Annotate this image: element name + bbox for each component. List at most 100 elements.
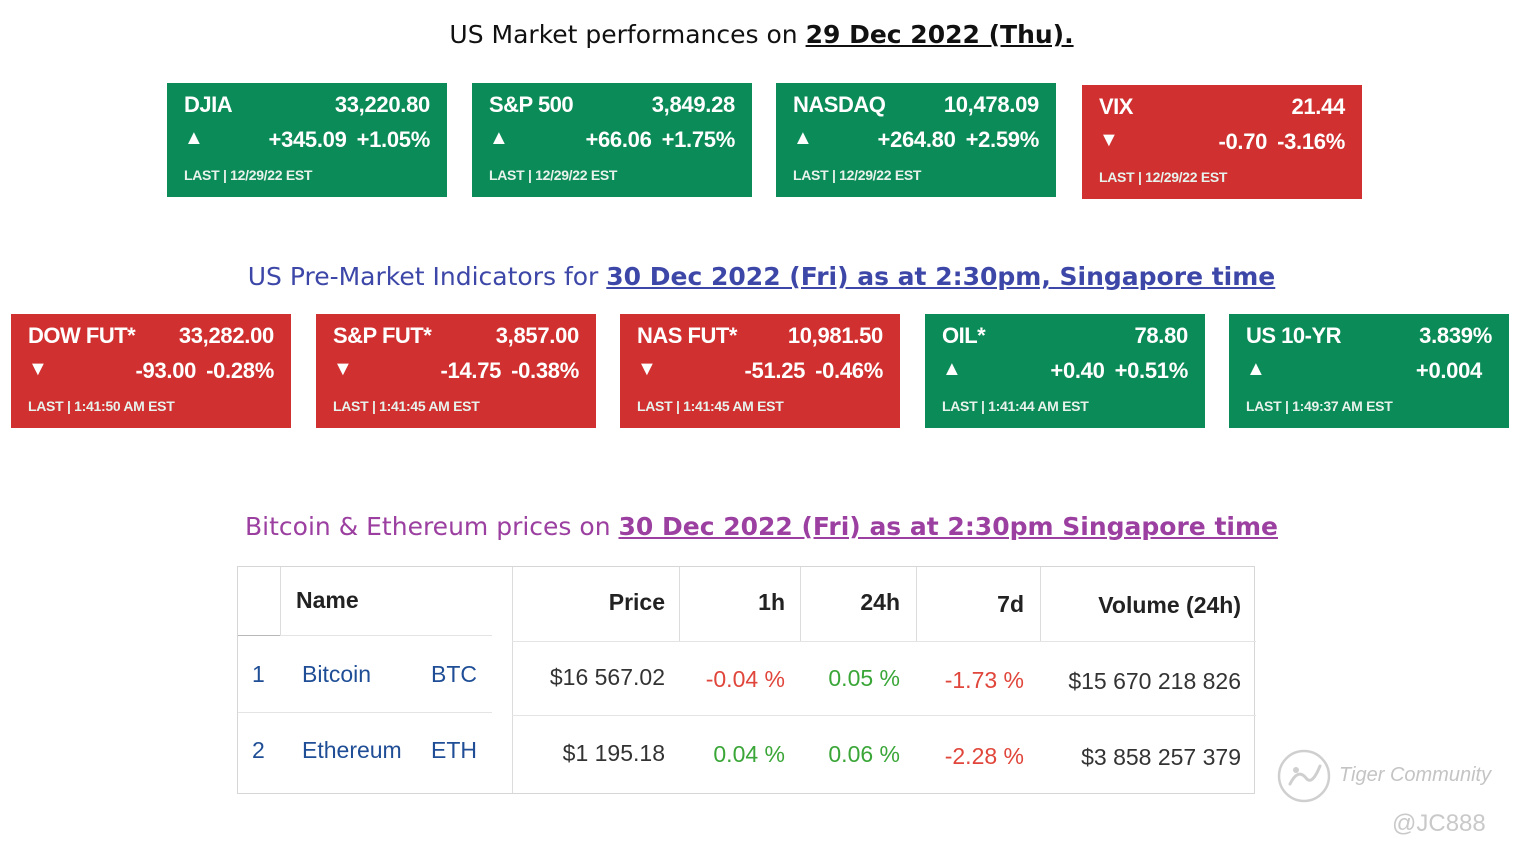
table-divider [512, 567, 513, 793]
tile-change: -0.70 -3.16% [1218, 129, 1345, 155]
crypto-heading-prefix: Bitcoin & Ethereum prices on [245, 512, 619, 541]
tile-change: -93.00 -0.28% [136, 358, 275, 384]
tile-change-pct: -0.46% [815, 358, 883, 383]
tile-change-pct: +0.51% [1114, 358, 1189, 383]
tile-oil: OIL* 78.80 ▲ +0.40 +0.51% LAST | 1:41:44 … [925, 314, 1205, 428]
row-rank: 2 [252, 737, 265, 763]
tile-name: US 10-YR [1246, 323, 1342, 348]
table-divider [280, 635, 492, 636]
tile-change: +66.06 +1.75% [585, 127, 735, 153]
tile-value: 10,478.09 [943, 92, 1039, 117]
tile-last-updated: LAST | 12/29/22 EST [1099, 169, 1228, 185]
tile-nas-fut: NAS FUT* 10,981.50 ▼ -51.25 -0.46% LAST |… [620, 314, 900, 428]
tile-change: +264.80 +2.59% [877, 127, 1040, 153]
us-market-heading-prefix: US Market performances on [449, 20, 806, 49]
tile-name: S&P 500 [489, 92, 574, 117]
tile-value: 3,849.28 [651, 92, 736, 117]
coin-change-7d: -1.73 % [944, 667, 1024, 693]
crypto-price-table: Name Price 1h 24h 7d Volume (24h) 1 Bitc… [237, 566, 1256, 794]
tile-value: 3.839% [1419, 323, 1492, 348]
table-divider [238, 712, 492, 713]
tiger-community-logo-icon [1277, 749, 1331, 803]
coin-change-1h: -0.04 % [705, 666, 785, 692]
up-arrow-icon: ▲ [793, 127, 813, 149]
column-header-24h[interactable]: 24h [860, 589, 900, 615]
tile-change-pct: -0.28% [206, 358, 274, 383]
table-divider [800, 567, 801, 641]
coin-name-link[interactable]: Bitcoin [302, 661, 372, 687]
table-divider [238, 635, 280, 636]
table-divider [512, 715, 1256, 716]
tile-value: 33,282.00 [178, 323, 274, 348]
tile-value: 3,857.00 [495, 323, 580, 348]
table-divider [679, 567, 680, 641]
table-divider [280, 567, 281, 635]
tile-vix: VIX 21.44 ▼ -0.70 -3.16% LAST | 12/29/22 … [1082, 85, 1362, 199]
us-market-heading: US Market performances on 29 Dec 2022 (T… [0, 20, 1523, 49]
coin-change-24h: 0.05 % [828, 665, 900, 691]
tile-change-abs: +264.80 [877, 127, 956, 152]
tile-change-abs: -51.25 [744, 358, 806, 383]
coin-symbol[interactable]: ETH [431, 737, 477, 763]
tile-name: NASDAQ [793, 92, 886, 117]
tile-change-pct: -3.16% [1277, 129, 1345, 154]
up-arrow-icon: ▲ [942, 358, 962, 380]
premarket-heading: US Pre-Market Indicators for 30 Dec 2022… [0, 262, 1523, 291]
tile-name: DJIA [184, 92, 233, 117]
premarket-heading-date: 30 Dec 2022 (Fri) as at 2:30pm, Singapor… [606, 262, 1276, 291]
tile-name: VIX [1099, 94, 1133, 119]
watermark-brand: Tiger Community [1339, 764, 1492, 786]
coin-change-1h: 0.04 % [713, 741, 785, 767]
tile-us-10yr: US 10-YR 3.839% ▲ +0.004 LAST | 1:49:37 … [1229, 314, 1509, 428]
tile-last-updated: LAST | 12/29/22 EST [489, 167, 618, 183]
tile-djia: DJIA 33,220.80 ▲ +345.09 +1.05% LAST | 12… [167, 83, 447, 197]
column-header-price[interactable]: Price [608, 589, 665, 615]
column-header-1h[interactable]: 1h [758, 589, 785, 615]
table-divider [916, 567, 917, 641]
tile-change-abs: +0.004 [1415, 358, 1482, 383]
tile-change-pct: +1.05% [356, 127, 431, 152]
tile-change: -14.75 -0.38% [441, 358, 580, 384]
row-rank: 1 [252, 661, 265, 687]
tile-name: NAS FUT* [637, 323, 737, 348]
tile-change: +0.40 +0.51% [1050, 358, 1188, 384]
coin-name-link[interactable]: Ethereum [302, 737, 402, 763]
tile-name: S&P FUT* [333, 323, 432, 348]
tile-change-pct: -0.38% [511, 358, 579, 383]
premarket-heading-prefix: US Pre-Market Indicators for [247, 262, 607, 291]
tile-last-updated: LAST | 1:41:45 AM EST [637, 398, 784, 414]
crypto-heading-date: 30 Dec 2022 (Fri) as at 2:30pm Singapore… [618, 512, 1278, 541]
tile-last-updated: LAST | 1:41:44 AM EST [942, 398, 1089, 414]
tile-last-updated: LAST | 12/29/22 EST [184, 167, 313, 183]
column-header-name[interactable]: Name [296, 587, 359, 613]
tile-value: 78.80 [1134, 323, 1188, 348]
tile-name: DOW FUT* [28, 323, 136, 348]
tile-value: 21.44 [1291, 94, 1345, 119]
column-header-7d[interactable]: 7d [997, 591, 1024, 617]
down-arrow-icon: ▼ [333, 358, 353, 380]
up-arrow-icon: ▲ [1246, 358, 1266, 380]
tile-change-abs: -0.70 [1218, 129, 1268, 154]
coin-volume-24h: $15 670 218 826 [1068, 668, 1241, 694]
column-header-volume[interactable]: Volume (24h) [1098, 592, 1241, 618]
up-arrow-icon: ▲ [489, 127, 509, 149]
coin-price: $1 195.18 [562, 740, 665, 766]
tile-change-pct: +1.75% [661, 127, 736, 152]
tile-sp-fut: S&P FUT* 3,857.00 ▼ -14.75 -0.38% LAST | … [316, 314, 596, 428]
table-divider [512, 641, 1256, 642]
coin-volume-24h: $3 858 257 379 [1081, 744, 1241, 770]
tile-change-abs: +66.06 [585, 127, 652, 152]
tile-last-updated: LAST | 12/29/22 EST [793, 167, 922, 183]
coin-change-7d: -2.28 % [944, 743, 1024, 769]
tile-change: +345.09 +1.05% [269, 127, 431, 153]
tile-name: OIL* [942, 323, 986, 348]
tile-value: 10,981.50 [787, 323, 883, 348]
tile-change-pct: +2.59% [965, 127, 1040, 152]
coin-symbol[interactable]: BTC [431, 661, 477, 687]
coin-price: $16 567.02 [549, 664, 665, 690]
down-arrow-icon: ▼ [1099, 129, 1119, 151]
tile-change-abs: -14.75 [440, 358, 502, 383]
up-arrow-icon: ▲ [184, 127, 204, 149]
tile-dow-fut: DOW FUT* 33,282.00 ▼ -93.00 -0.28% LAST |… [11, 314, 291, 428]
tile-change: -51.25 -0.46% [745, 358, 884, 384]
